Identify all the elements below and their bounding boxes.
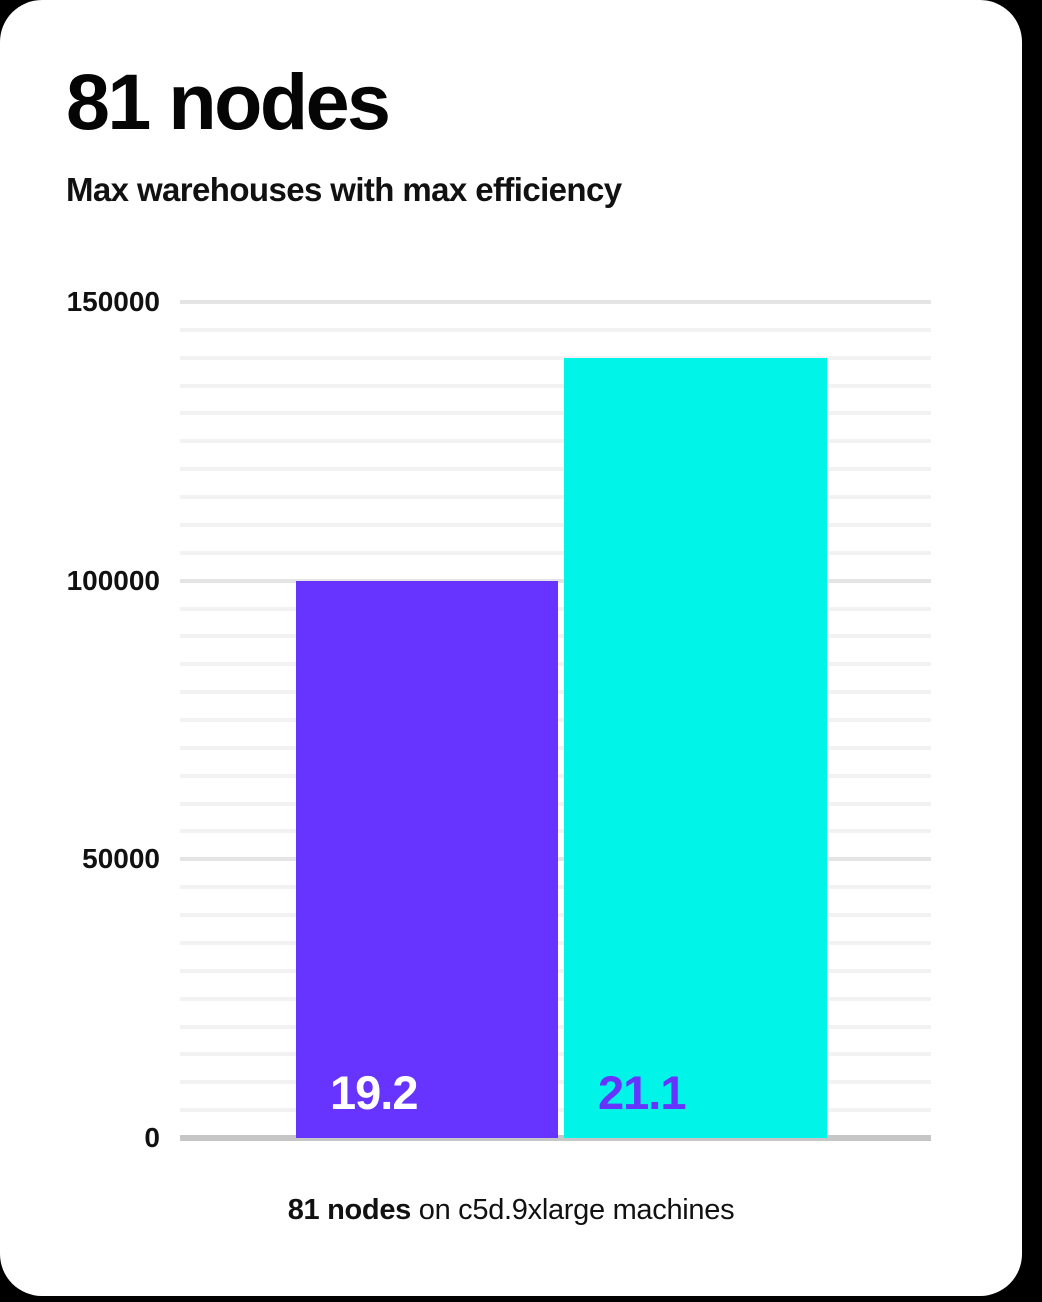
y-axis-tick-label: 150000	[66, 286, 160, 317]
y-axis-tick-label: 50000	[82, 843, 160, 875]
y-axis-tick-labels: 0 50000 100000 150000	[0, 288, 160, 1152]
gridline-major	[180, 578, 931, 583]
bar-1: 19.2	[296, 580, 558, 1138]
chart-card: 81 nodes Max warehouses with max efficie…	[0, 0, 1022, 1296]
gridline-minor	[180, 355, 931, 360]
gridline-minor	[180, 411, 931, 416]
gridline-minor	[180, 327, 931, 332]
chart-header: 81 nodes Max warehouses with max efficie…	[66, 62, 966, 206]
y-axis-tick-label: 0	[144, 1122, 160, 1153]
gridline-minor	[180, 550, 931, 555]
y-axis-tick-label: 100000	[66, 564, 160, 596]
chart-plot: 0 50000 100000 150000 19.2 21.1	[0, 288, 931, 1152]
gridline-minor	[180, 439, 931, 444]
gridline-minor	[180, 522, 931, 527]
bar-series: 19.2 21.1	[180, 302, 931, 1138]
bar-value-label: 21.1	[598, 1066, 686, 1119]
chart-caption: 81 nodes on c5d.9xlarge machines	[0, 1196, 1022, 1225]
caption-rest: on c5d.9xlarge machines	[411, 1194, 735, 1226]
page-title: 81 nodes	[66, 57, 391, 146]
bar-2: 21.1	[564, 357, 827, 1138]
x-axis-line	[180, 1135, 931, 1141]
gridline-minor	[180, 383, 931, 388]
bar-value-label: 19.2	[330, 1066, 418, 1119]
chart-subtitle: Max warehouses with max efficiency	[66, 171, 622, 208]
caption-strong: 81 nodes	[287, 1194, 412, 1226]
gridline-minor	[180, 495, 931, 500]
gridline-major	[180, 300, 931, 304]
gridline-minor	[180, 467, 931, 472]
